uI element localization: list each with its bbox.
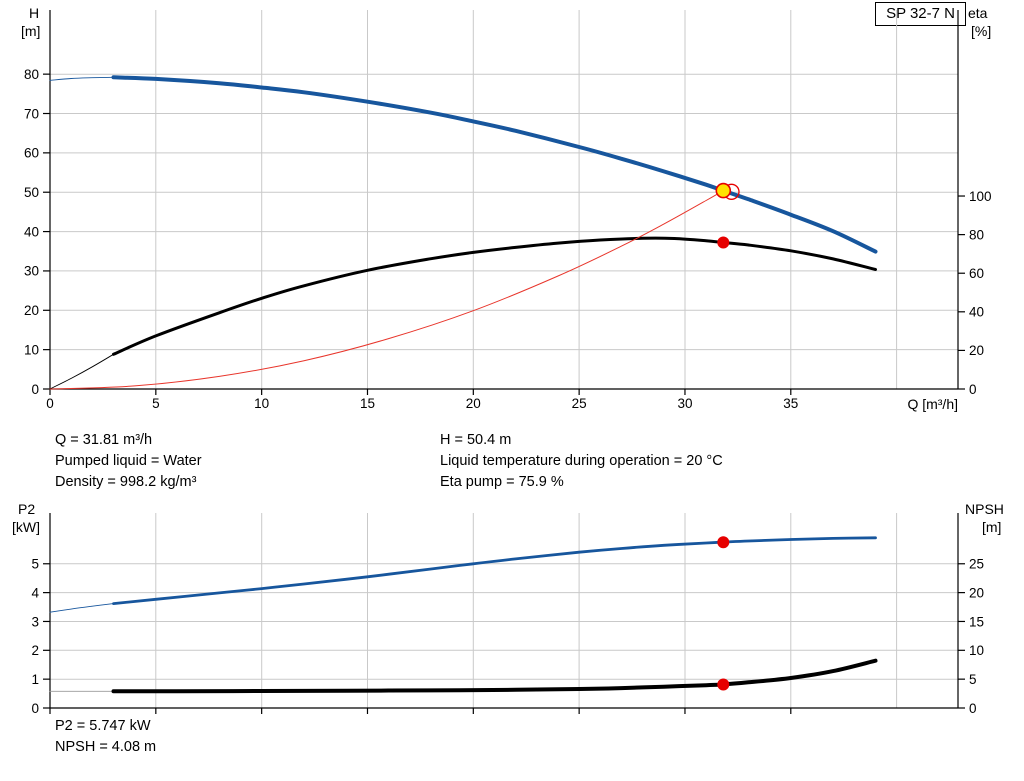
- efficiency-curve: [112, 236, 877, 356]
- npsh-axis-unit: [m]: [982, 519, 1002, 535]
- x-axis-tick-label: 10: [254, 396, 269, 411]
- qh-right-axis-title: eta: [968, 5, 988, 21]
- left-axis-tick-label: 60: [24, 146, 39, 161]
- right-axis-tick-label: 80: [969, 227, 984, 242]
- x-axis-tick-label: 30: [677, 396, 692, 411]
- right-axis-tick-label: 0: [969, 382, 977, 397]
- qh-right-axis-unit: [%]: [971, 23, 992, 39]
- readout-p2: P2 = 5.747 kW: [55, 718, 151, 734]
- p2-npsh-chart[interactable]: 0 1 2 3 4 5 0 5 10 15 20 25: [0, 500, 1024, 725]
- qh-left-axis-title: H: [29, 5, 40, 21]
- readout-density: Density = 998.2 kg/m³: [55, 474, 197, 490]
- right-axis-tick-label: 15: [969, 614, 984, 629]
- power-readout: P2 = 5.747 kW NPSH = 4.08 m: [55, 716, 156, 758]
- left-axis-tick-label: 40: [24, 224, 39, 239]
- x-axis-tick-label: 0: [46, 396, 54, 411]
- qh-eta-chart[interactable]: 0 10 20 30 40 50 60 70 80 0 20 40 60 80 100 0 5 10 15 20 25 3…: [0, 0, 1024, 420]
- x-axis-tick-label: 35: [783, 396, 798, 411]
- left-axis-tick-label: 1: [31, 672, 39, 687]
- right-axis-tick-label: 40: [969, 305, 984, 320]
- x-axis-tick-label: 25: [572, 396, 587, 411]
- duty-point[interactable]: [715, 182, 732, 199]
- left-axis-tick-label: 2: [31, 643, 39, 658]
- system-curve: [49, 190, 724, 390]
- readout-temp: Liquid temperature during operation = 20…: [440, 453, 723, 469]
- right-axis-tick-label: 0: [969, 701, 977, 716]
- right-axis-tick-label: 20: [969, 343, 984, 358]
- eta-point[interactable]: [717, 236, 730, 249]
- readout-q: Q = 31.81 m³/h: [55, 432, 153, 448]
- x-axis-tick-label: 15: [360, 396, 375, 411]
- left-axis-tick-label: 80: [24, 67, 39, 82]
- readout-eta: Eta pump = 75.9 %: [440, 474, 564, 490]
- duty-readout-left: Q = 31.81 m³/h Pumped liquid = Water Den…: [55, 430, 202, 493]
- duty-readout-right: H = 50.4 m Liquid temperature during ope…: [440, 430, 723, 493]
- left-axis-tick-label: 0: [31, 382, 39, 397]
- p2-point[interactable]: [717, 536, 730, 549]
- right-axis-tick-label: 20: [969, 585, 984, 600]
- readout-h: H = 50.4 m: [440, 432, 512, 448]
- readout-npsh: NPSH = 4.08 m: [55, 739, 157, 755]
- pump-type-label: SP 32-7 N: [875, 2, 966, 26]
- qh-left-axis-unit: [m]: [21, 23, 41, 39]
- p2-axis-title: P2: [18, 501, 36, 517]
- npsh-axis-title: NPSH: [965, 501, 1004, 517]
- right-axis-tick-label: 25: [969, 557, 984, 572]
- npsh-point[interactable]: [717, 678, 730, 691]
- right-axis-tick-label: 100: [969, 189, 992, 204]
- p2-curve: [112, 536, 877, 605]
- right-axis-tick-label: 5: [969, 672, 977, 687]
- efficiency-curve-extension: [49, 353, 114, 390]
- x-axis-tick-label: 20: [466, 396, 481, 411]
- left-axis-tick-label: 50: [24, 185, 39, 200]
- x-axis-tick-label: 5: [152, 396, 160, 411]
- p2-curve-extension: [49, 603, 114, 613]
- left-axis-tick-label: 70: [24, 106, 39, 121]
- left-axis-tick-label: 30: [24, 264, 39, 279]
- left-axis-tick-label: 4: [31, 585, 39, 600]
- right-axis-tick-label: 60: [969, 266, 984, 281]
- left-axis-tick-label: 5: [31, 557, 39, 572]
- x-axis-title: Q [m³/h]: [907, 396, 958, 412]
- pump-curve-extension: [49, 76, 114, 81]
- p2-axis-unit: [kW]: [12, 519, 40, 535]
- readout-liquid: Pumped liquid = Water: [55, 453, 202, 469]
- left-axis-tick-label: 0: [31, 701, 39, 716]
- left-axis-tick-label: 20: [24, 303, 39, 318]
- pump-curve: [111, 75, 878, 254]
- left-axis-tick-label: 3: [31, 614, 39, 629]
- left-axis-tick-label: 10: [24, 342, 39, 357]
- npsh-curve: [111, 658, 878, 694]
- right-axis-tick-label: 10: [969, 643, 984, 658]
